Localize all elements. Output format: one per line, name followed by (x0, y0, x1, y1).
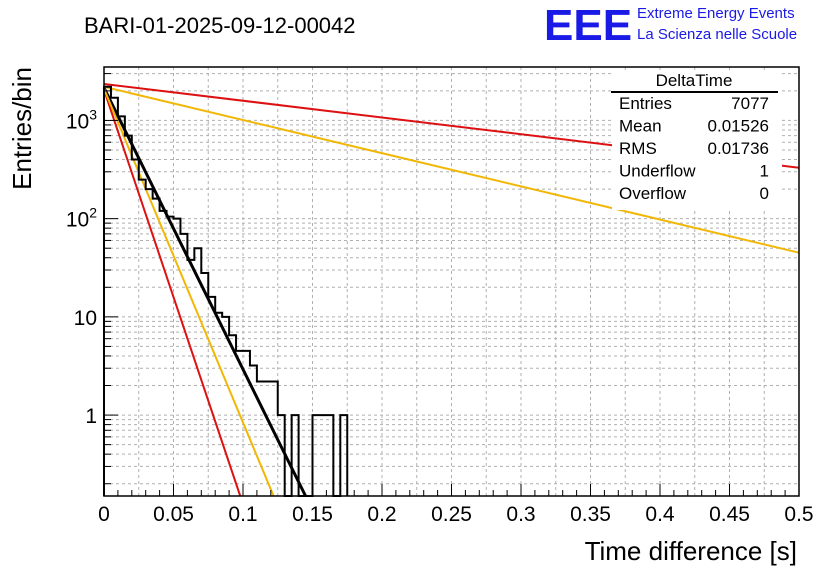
x-tick-label: 0.15 (292, 503, 333, 526)
stats-box: DeltaTime Entries 7077 Mean 0.01526 RMS 0.017… (611, 70, 782, 210)
x-tick-label: 0.4 (645, 503, 675, 526)
x-tick-label: 0 (98, 503, 110, 526)
logo-line-2: La Scienza nelle Scuole (637, 26, 797, 43)
y-tick-exponent: 3 (89, 106, 97, 122)
histogram-outline (103, 85, 349, 497)
stats-value: 1 (760, 162, 769, 181)
x-tick-label: 0.1 (228, 503, 257, 526)
stats-label: Underflow (619, 162, 696, 181)
y-tick-base: 10 (66, 110, 89, 133)
stats-label: Mean (619, 117, 662, 136)
x-tick-label: 0.2 (367, 503, 396, 526)
y-tick-label: 102 (66, 205, 97, 232)
histogram (103, 85, 349, 497)
y-axis-label: Entries/bin (7, 67, 37, 190)
x-tick-label: 0.45 (709, 503, 750, 526)
fit-line-red-fast (103, 89, 242, 497)
stats-value: 0.01526 (708, 117, 769, 136)
stats-label: RMS (619, 139, 657, 158)
x-tick-label: 0.3 (506, 503, 535, 526)
x-tick-label: 0.5 (784, 503, 813, 526)
fit-line-fit (102, 87, 307, 497)
x-tick-label: 0.35 (570, 503, 611, 526)
y-tick-label: 1 (85, 405, 97, 428)
x-tick-label: 0.05 (153, 503, 194, 526)
fit-line-yellow-slow (103, 85, 800, 254)
stats-value: 7077 (731, 94, 769, 113)
x-axis-label: Time difference [s] (585, 536, 797, 566)
y-tick-base: 10 (66, 209, 89, 232)
y-tick-label: 103 (66, 106, 97, 133)
y-tick-exponent: 2 (89, 205, 97, 221)
stats-label: Entries (619, 94, 672, 113)
stats-label: Overflow (619, 184, 687, 203)
stats-value: 0 (760, 184, 769, 203)
stats-title: DeltaTime (656, 71, 733, 90)
chart-title: BARI-01-2025-09-12-00042 (84, 13, 356, 38)
eee-logo: EEE Extreme Energy Events La Scienza nel… (544, 1, 797, 50)
stats-box-background (612, 70, 782, 210)
logo-line-1: Extreme Energy Events (637, 5, 795, 22)
x-tick-label: 0.25 (431, 503, 472, 526)
y-tick-label: 10 (74, 307, 97, 330)
stats-rows: Entries 7077 Mean 0.01526 RMS 0.01736 Underflo… (619, 94, 769, 203)
axis-ticks: 0 0.05 0.1 0.15 0.2 0.25 0.3 0.35 0.4 0.45 0.51101… (66, 73, 814, 526)
logo-eee-text: EEE (544, 1, 632, 50)
stats-value: 0.01736 (708, 139, 769, 158)
